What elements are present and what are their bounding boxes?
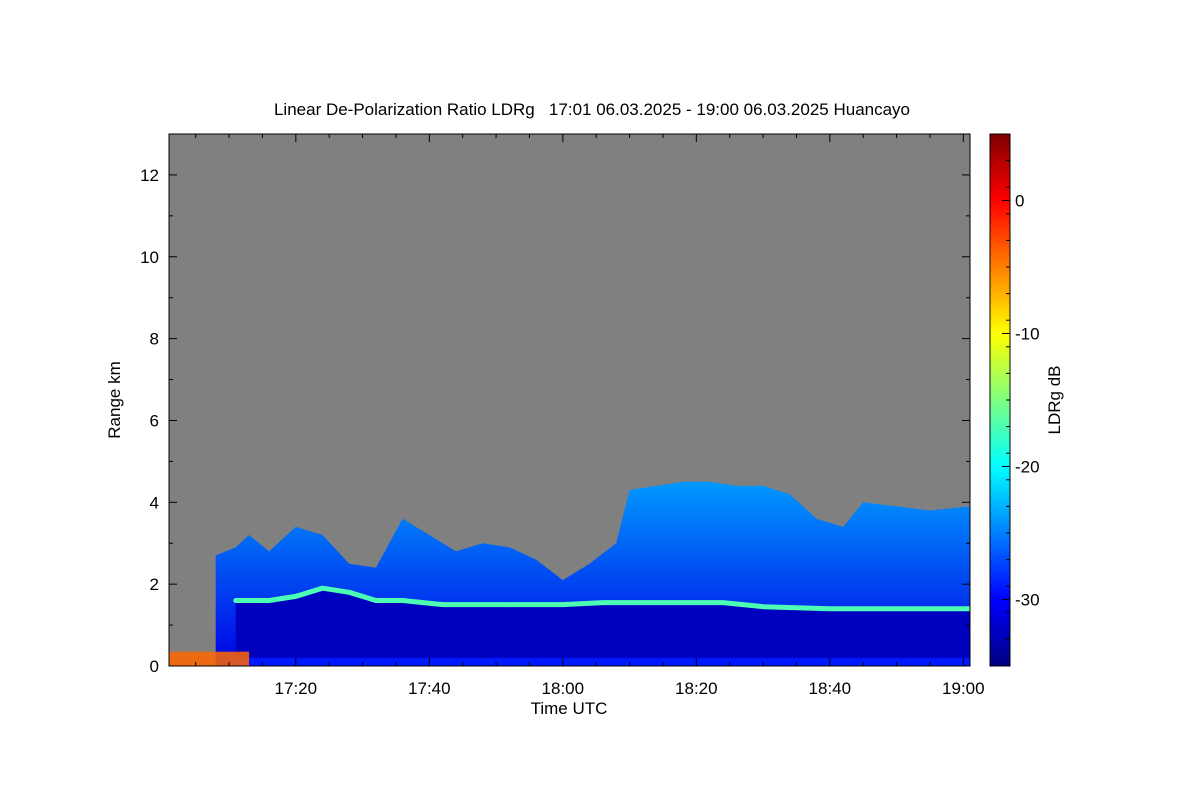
near-ground-patch <box>169 651 250 666</box>
x-tick-label: 18:20 <box>675 679 718 698</box>
x-axis: 17:20 17:40 18:00 18:20 18:40 19:00 <box>195 134 985 698</box>
x-tick-label: 18:00 <box>542 679 585 698</box>
y-tick-label: 2 <box>150 575 159 594</box>
plot-frame <box>168 133 971 667</box>
colorbar-label: LDRg dB <box>1045 366 1064 435</box>
x-tick-label: 17:20 <box>275 679 318 698</box>
y-tick-label: 10 <box>140 248 159 267</box>
chart-title: Linear De-Polarization Ratio LDRg 17:01 … <box>274 100 910 119</box>
ldr-heatmap <box>169 481 970 666</box>
y-axis-label: Range km <box>105 361 124 438</box>
colorbar: 0 -10 -20 -30 LDRg dB <box>989 133 1064 667</box>
y-tick-label: 6 <box>150 411 159 430</box>
plot-area <box>168 133 971 667</box>
colorbar-tick-label: -20 <box>1015 458 1040 477</box>
aerosol-layer-line <box>233 585 970 612</box>
y-tick-label: 12 <box>140 166 159 185</box>
x-axis-label: Time UTC <box>531 699 608 718</box>
y-tick-label: 4 <box>150 493 159 512</box>
x-tick-label: 18:40 <box>809 679 852 698</box>
colorbar-ticks: 0 -10 -20 -30 <box>1002 133 1040 667</box>
colorbar-tick-label: -10 <box>1015 325 1040 344</box>
y-tick-label: 0 <box>150 657 159 676</box>
y-tick-label: 8 <box>150 330 159 349</box>
lower-layer-region <box>235 590 970 666</box>
ground-stripe <box>235 657 970 666</box>
colorbar-tick-label: 0 <box>1015 192 1024 211</box>
x-tick-label: 19:00 <box>942 679 985 698</box>
y-axis: 0 2 4 6 8 10 12 <box>140 133 970 676</box>
colorbar-tick-label: -30 <box>1015 591 1040 610</box>
x-tick-label: 17:40 <box>408 679 451 698</box>
